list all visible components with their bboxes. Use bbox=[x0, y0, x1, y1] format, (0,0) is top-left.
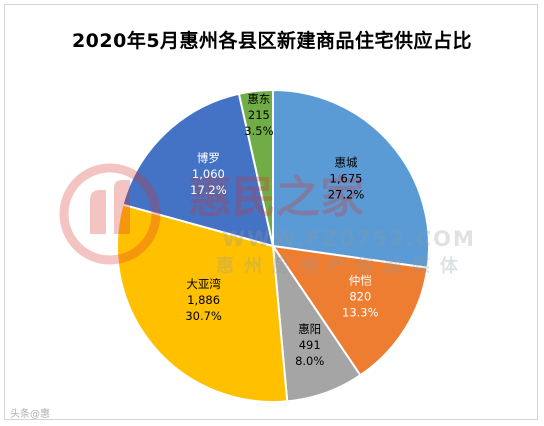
slice-label-value: 1,060 bbox=[192, 167, 225, 181]
pie-slice bbox=[270, 244, 429, 377]
slice-label: 惠阳 491 8.0% bbox=[295, 322, 324, 368]
slice-label: 大亚湾 1,886 30.7% bbox=[185, 277, 222, 323]
slice-label: 惠东 215 3.5% bbox=[244, 92, 273, 138]
chart-title: 2020年5月惠州各县区新建商品住宅供应占比 bbox=[71, 30, 473, 52]
slice-label-value: 1,886 bbox=[187, 293, 220, 307]
slice-label-percent: 3.5% bbox=[244, 124, 273, 138]
slice-label: 惠城 1,675 27.2% bbox=[328, 156, 365, 202]
slice-label-percent: 13.3% bbox=[342, 306, 379, 320]
slice-label-name: 大亚湾 bbox=[186, 277, 221, 291]
pie-slice bbox=[237, 88, 274, 247]
watermark-brand: 惠民之家 bbox=[188, 172, 364, 223]
watermark-logo: 惠民之家 WWW.FZ0752.COM 惠州房地产权威媒体 bbox=[59, 163, 476, 277]
slice-label: 仲恺 820 13.3% bbox=[342, 274, 379, 320]
pie-slice bbox=[121, 92, 275, 248]
slice-label-value: 491 bbox=[299, 338, 321, 352]
watermark-ring-icon bbox=[59, 163, 161, 265]
slice-label-name: 仲恺 bbox=[349, 274, 372, 288]
pie-slice bbox=[116, 203, 289, 403]
slice-label-name: 博罗 bbox=[197, 151, 220, 165]
slice-label-name: 惠城 bbox=[335, 156, 358, 170]
watermark-buildings-icon bbox=[90, 180, 130, 234]
slice-label-percent: 30.7% bbox=[185, 309, 222, 323]
slice-label-percent: 17.2% bbox=[190, 183, 227, 197]
pie-labels: 惠城 1,675 27.2% 仲恺 820 13.3% 惠阳 491 8.0% 大亚湾 1,886 3… bbox=[185, 92, 378, 368]
corner-watermark: 头条@惠 bbox=[10, 409, 50, 420]
slice-label: 博罗 1,060 17.2% bbox=[190, 151, 227, 197]
watermark-tagline: 惠州房地产权威媒体 bbox=[216, 255, 468, 277]
watermark-url: WWW.FZ0752.COM bbox=[222, 227, 476, 251]
slice-label-value: 820 bbox=[349, 290, 371, 304]
slice-label-percent: 27.2% bbox=[328, 188, 365, 202]
slice-label-percent: 8.0% bbox=[295, 354, 324, 368]
slice-label-value: 215 bbox=[248, 108, 270, 122]
slice-label-value: 1,675 bbox=[330, 172, 363, 186]
slice-label-name: 惠东 bbox=[247, 92, 270, 106]
slice-label-name: 惠阳 bbox=[298, 322, 321, 336]
pie-slices bbox=[116, 88, 430, 403]
pie-slice bbox=[272, 88, 430, 269]
